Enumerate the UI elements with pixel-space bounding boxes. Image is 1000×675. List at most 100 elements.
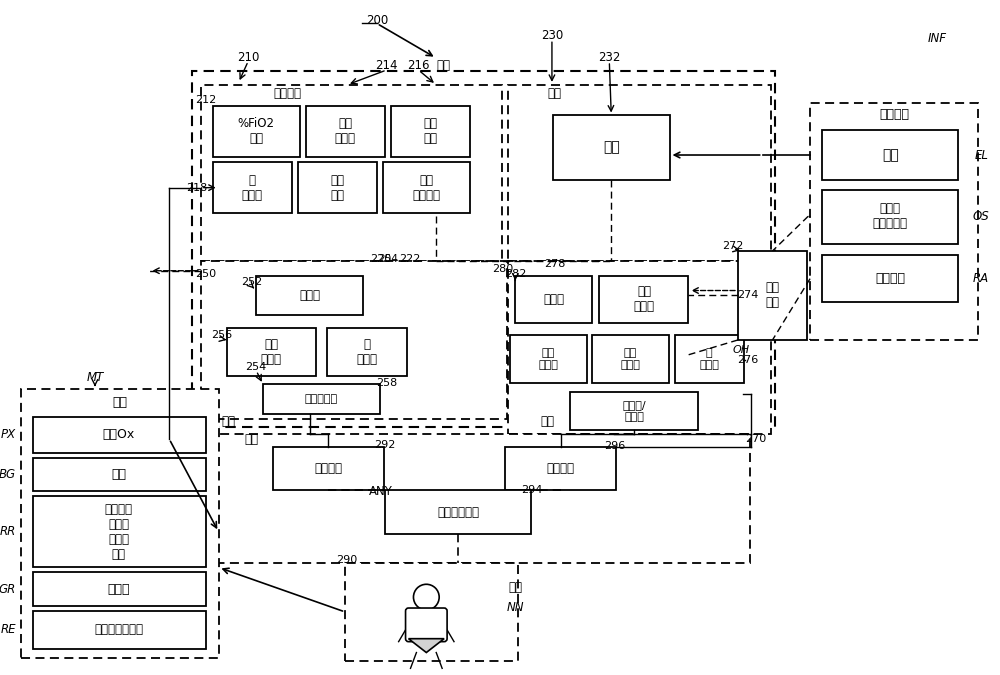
Text: 压力释放阀: 压力释放阀 [305,394,338,404]
FancyBboxPatch shape [553,115,670,180]
Text: 流
传感器: 流 传感器 [356,338,377,366]
Text: 毛细血管再充盈: 毛细血管再充盈 [94,623,143,637]
Text: 216: 216 [407,59,430,72]
Text: 鼻套管或面罩: 鼻套管或面罩 [437,506,479,518]
Text: 电路: 电路 [244,433,258,446]
FancyBboxPatch shape [33,611,206,649]
FancyBboxPatch shape [263,385,380,414]
FancyBboxPatch shape [406,608,447,642]
Text: 218: 218 [186,183,207,192]
Text: 吸气: 吸气 [540,414,554,427]
FancyBboxPatch shape [273,447,384,490]
FancyBboxPatch shape [508,85,771,261]
Text: 氧气
软管: 氧气 软管 [766,281,780,309]
Text: 呼气: 呼气 [222,414,236,427]
FancyBboxPatch shape [33,496,206,568]
Text: EL: EL [974,148,988,161]
Text: 氧气源
（加压的）: 氧气源 （加压的） [873,202,908,230]
Text: 室内空气: 室内空气 [875,272,905,285]
Text: 压力
传感器: 压力 传感器 [620,348,640,370]
Text: 血气: 血气 [111,468,126,481]
Text: INF: INF [928,32,947,45]
Text: 压力
传感器: 压力 传感器 [261,338,282,366]
Text: 呼噜声: 呼噜声 [107,583,130,596]
Text: ANY: ANY [369,485,393,497]
Text: 250: 250 [195,269,216,279]
Text: RA: RA [973,272,989,285]
FancyBboxPatch shape [599,275,688,323]
Text: OS: OS [973,210,990,223]
FancyBboxPatch shape [508,261,771,434]
FancyBboxPatch shape [515,275,592,323]
Text: 296: 296 [604,441,625,451]
FancyBboxPatch shape [391,105,470,157]
Text: 276: 276 [737,355,758,364]
Text: 电力: 电力 [882,148,899,162]
FancyBboxPatch shape [810,103,978,340]
Text: 机器: 机器 [436,59,450,72]
Text: 基础设施: 基础设施 [879,108,909,121]
Circle shape [413,585,439,610]
Text: 254: 254 [246,362,267,372]
Text: 监测: 监测 [112,396,127,409]
Polygon shape [409,639,444,653]
Text: 呼气线管: 呼气线管 [314,462,342,475]
FancyBboxPatch shape [570,392,698,430]
FancyBboxPatch shape [298,162,377,213]
Text: 214: 214 [376,59,398,72]
Text: 流
显示器: 流 显示器 [242,173,263,202]
FancyBboxPatch shape [33,572,206,606]
FancyBboxPatch shape [383,162,470,213]
Text: MT: MT [86,371,104,384]
Text: 200: 200 [366,14,388,27]
Text: PX: PX [1,429,16,441]
Text: %FiO2
控制: %FiO2 控制 [238,117,275,145]
FancyBboxPatch shape [592,335,669,383]
Text: 272: 272 [722,241,744,251]
FancyBboxPatch shape [510,335,587,383]
Text: 294: 294 [521,485,543,495]
FancyBboxPatch shape [738,251,807,340]
Text: 脉冲Ox: 脉冲Ox [103,429,135,441]
Text: 压力
控制: 压力 控制 [423,117,437,145]
Text: 258: 258 [376,377,397,387]
Text: 温度
显示器: 温度 显示器 [335,117,356,145]
Text: 用户接口: 用户接口 [274,87,302,100]
Text: 230: 230 [541,29,563,42]
Text: 电源: 电源 [603,140,620,154]
Text: 鼓风机: 鼓风机 [543,293,564,306]
Text: 282: 282 [505,269,526,279]
FancyBboxPatch shape [213,105,300,157]
Text: 模式
控制: 模式 控制 [330,173,344,202]
Text: RR: RR [0,525,16,539]
FancyBboxPatch shape [33,458,206,491]
Text: 278: 278 [544,259,566,269]
Text: 270: 270 [745,434,766,444]
Text: 氧气
传感器: 氧气 传感器 [538,348,558,370]
FancyBboxPatch shape [822,190,958,244]
FancyBboxPatch shape [33,417,206,453]
Text: 254: 254 [378,254,398,264]
FancyBboxPatch shape [201,85,502,261]
FancyBboxPatch shape [192,71,775,427]
Text: NN: NN [507,601,524,614]
FancyBboxPatch shape [385,490,531,534]
Text: 吸气线管: 吸气线管 [547,462,575,475]
FancyBboxPatch shape [256,275,363,315]
FancyBboxPatch shape [822,130,958,180]
Text: GR: GR [0,583,16,596]
Text: 电源: 电源 [548,87,562,100]
Text: 加热器/
加湿器: 加热器/ 加湿器 [622,400,646,422]
FancyBboxPatch shape [306,105,385,157]
FancyBboxPatch shape [213,162,292,213]
Text: BG: BG [0,468,16,481]
Text: 212: 212 [195,95,216,105]
Text: 256: 256 [211,330,232,340]
FancyBboxPatch shape [227,328,316,375]
Text: 呼吸率和
收缩和
紫绀和
分泌: 呼吸率和 收缩和 紫绀和 分泌 [105,503,133,561]
Text: 220: 220 [370,254,391,264]
Text: 鼓泡器: 鼓泡器 [299,289,320,302]
FancyBboxPatch shape [327,328,407,375]
Text: 流
传感器: 流 传感器 [699,348,719,370]
Text: 222: 222 [399,254,420,264]
